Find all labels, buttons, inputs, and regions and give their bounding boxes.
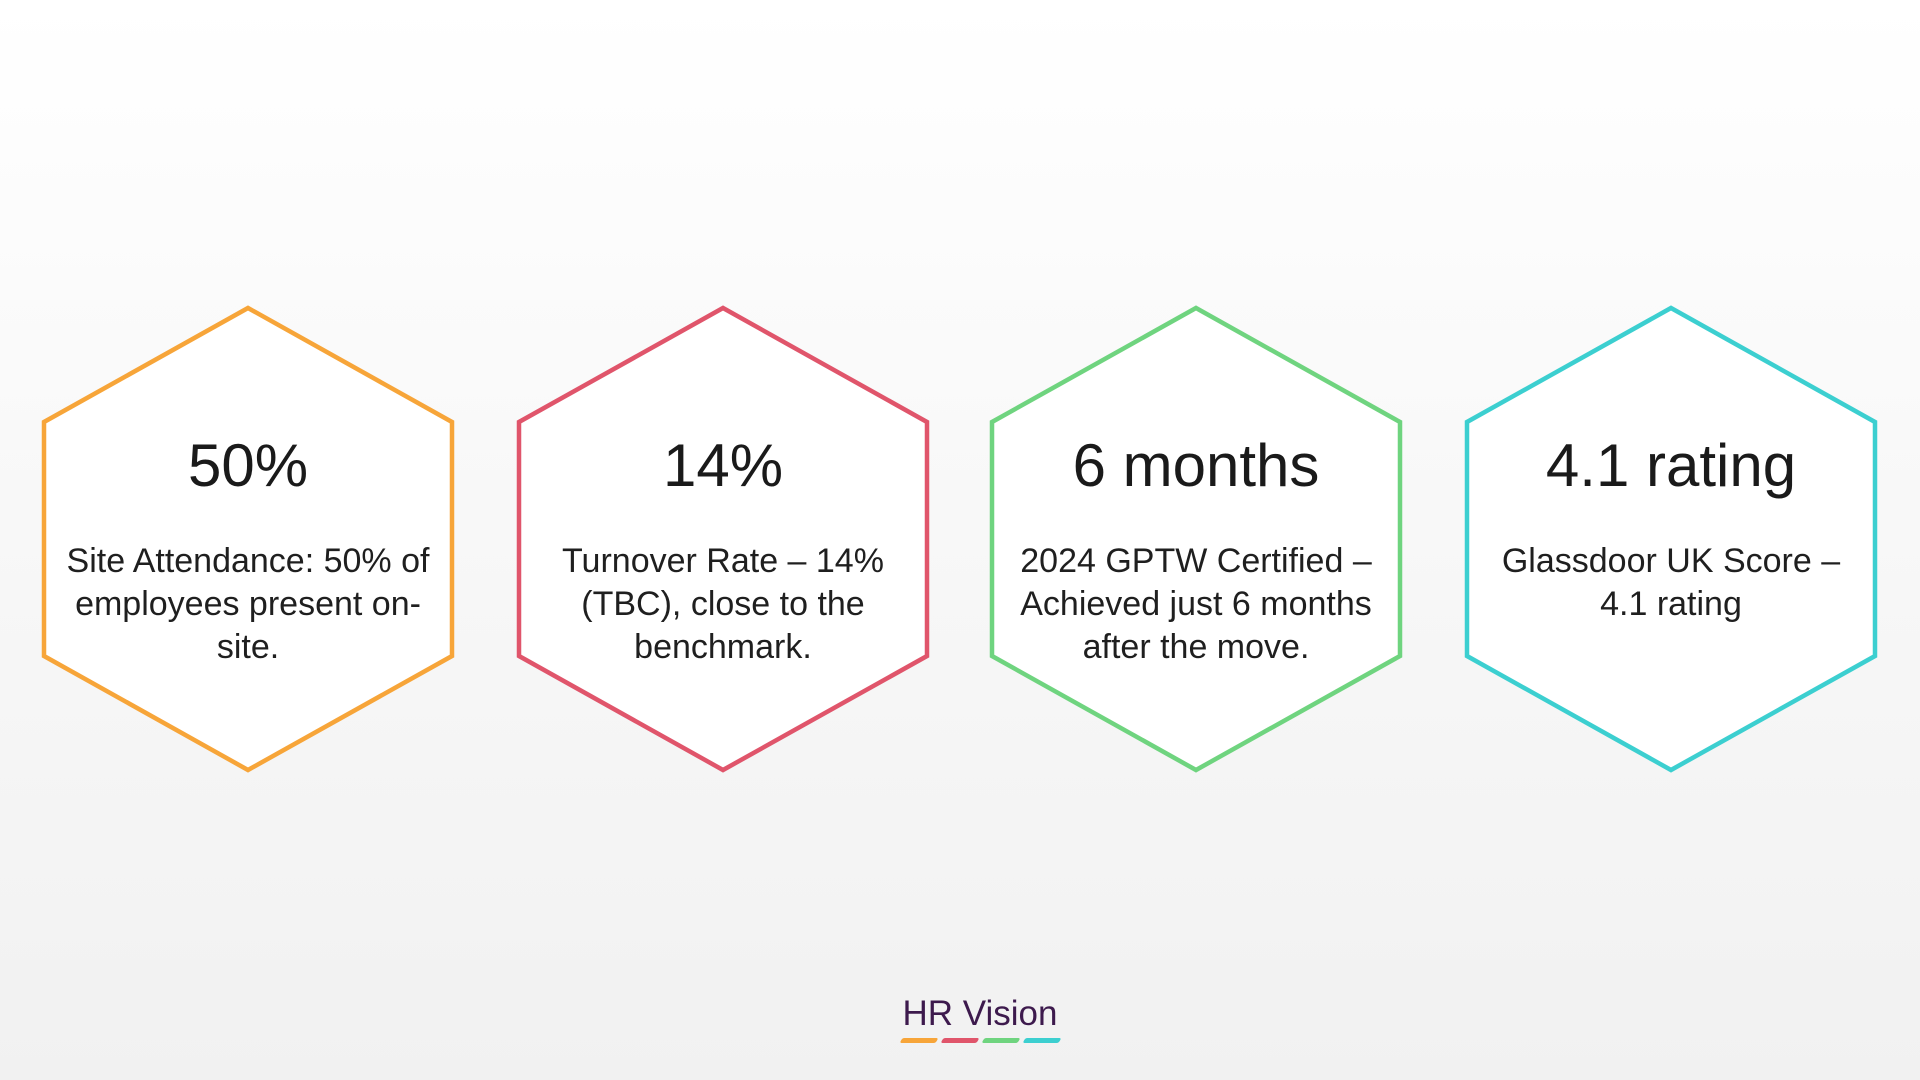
stat-card-turnover-rate: 14% Turnover Rate – 14% (TBC), close to … [515, 304, 931, 774]
stat-value: 6 months [1072, 432, 1320, 499]
stat-card-gptw-certified: 6 months 2024 GPTW Certified – Achieved … [988, 304, 1404, 774]
hexagon-shape [516, 305, 930, 773]
stat-description: Turnover Rate – 14% (TBC), close to the … [562, 542, 884, 666]
logo-bar-red [940, 1038, 979, 1043]
hexagon-shape [41, 305, 455, 773]
logo-color-bars [840, 1038, 1120, 1043]
stat-description: Site Attendance: 50% of employees presen… [66, 542, 430, 666]
logo-bar-orange [899, 1038, 938, 1043]
stat-value: 4.1 rating [1545, 432, 1797, 499]
hr-vision-logo: HR Vision [840, 996, 1120, 1043]
stat-value: 14% [662, 432, 784, 499]
stat-description: 2024 GPTW Certified – Achieved just 6 mo… [1020, 542, 1372, 666]
hexagon-shape [1464, 305, 1878, 773]
stat-description: Glassdoor UK Score – 4.1 rating [1501, 542, 1841, 623]
logo-text: HR Vision [902, 994, 1058, 1033]
hexagon-shape [989, 305, 1403, 773]
logo-bar-teal [1022, 1038, 1061, 1043]
logo-bar-green [981, 1038, 1020, 1043]
stat-value: 50% [187, 432, 309, 499]
stat-card-glassdoor-score: 4.1 rating Glassdoor UK Score – 4.1 rati… [1463, 304, 1879, 774]
stat-card-site-attendance: 50% Site Attendance: 50% of employees pr… [40, 304, 456, 774]
